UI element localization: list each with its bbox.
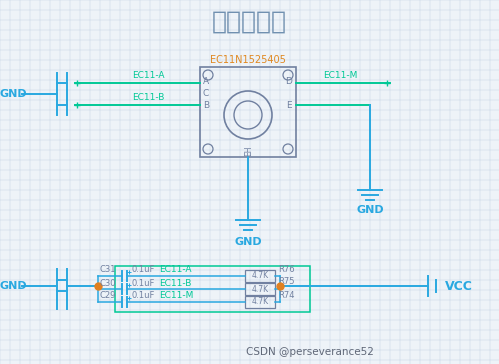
- Text: GND: GND: [234, 237, 262, 247]
- Text: GND: GND: [356, 205, 384, 215]
- Text: C31: C31: [99, 265, 116, 274]
- Text: D: D: [285, 78, 292, 87]
- Text: EC11-B: EC11-B: [159, 278, 192, 288]
- Text: 0.1uF: 0.1uF: [132, 278, 155, 288]
- Text: EC11-A: EC11-A: [159, 265, 192, 274]
- Bar: [200, 67, 296, 157]
- Text: EC11-M: EC11-M: [159, 292, 194, 301]
- Text: E: E: [286, 102, 292, 111]
- Text: GND: GND: [0, 281, 27, 291]
- Text: EC11N1525405: EC11N1525405: [210, 55, 286, 65]
- Text: 4.7K: 4.7K: [251, 297, 268, 306]
- Text: 0.1uF: 0.1uF: [132, 265, 155, 274]
- Text: GND: GND: [0, 89, 27, 99]
- Text: R74: R74: [278, 290, 294, 300]
- Bar: [115, 266, 310, 312]
- Bar: [245, 296, 275, 308]
- Text: 0.1uF: 0.1uF: [132, 292, 155, 301]
- Text: EC11-M: EC11-M: [323, 71, 357, 80]
- Text: R75: R75: [278, 277, 294, 286]
- Text: 4.7K: 4.7K: [251, 272, 268, 281]
- Text: EC11-B: EC11-B: [132, 94, 164, 103]
- Text: CSDN @perseverance52: CSDN @perseverance52: [246, 347, 374, 357]
- Text: C29: C29: [100, 292, 116, 301]
- Text: B: B: [203, 102, 209, 111]
- Text: 旋转编码器: 旋转编码器: [212, 10, 286, 34]
- Text: EH: EH: [245, 146, 253, 156]
- Text: C: C: [203, 90, 209, 99]
- Text: R76: R76: [278, 265, 294, 273]
- Text: VCC: VCC: [445, 280, 473, 293]
- Bar: [245, 270, 275, 282]
- Text: A: A: [203, 78, 209, 87]
- Text: C30: C30: [99, 278, 116, 288]
- Text: EC11-A: EC11-A: [132, 71, 164, 80]
- Text: 4.7K: 4.7K: [251, 285, 268, 293]
- Bar: [245, 283, 275, 295]
